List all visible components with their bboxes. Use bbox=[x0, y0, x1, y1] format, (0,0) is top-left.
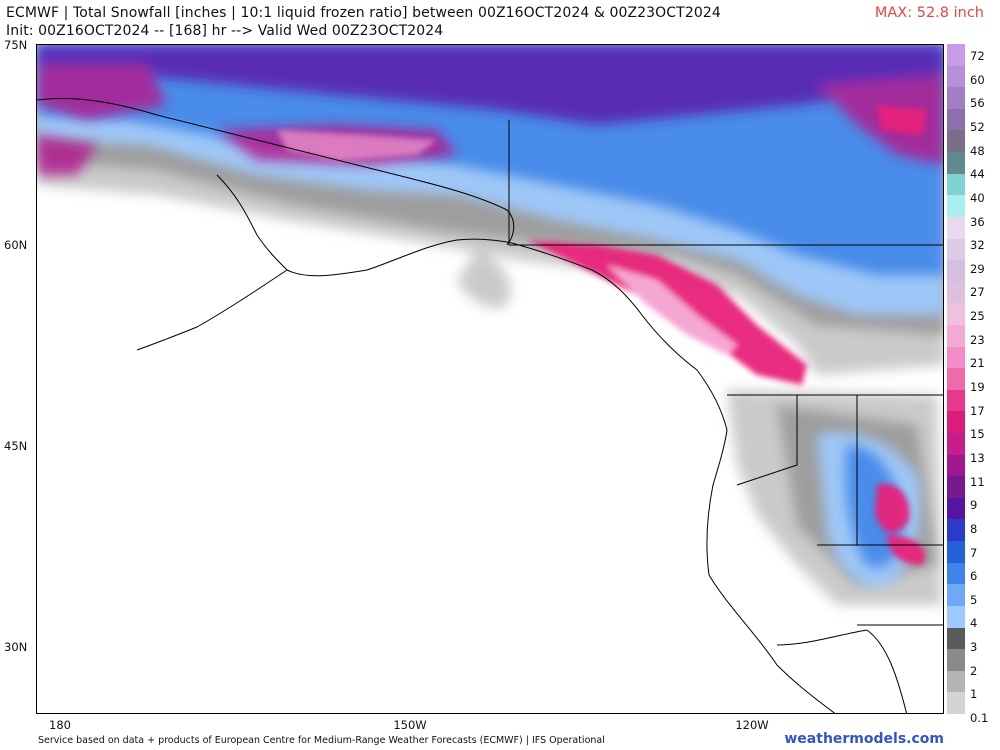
colorbar-segment bbox=[947, 216, 965, 239]
colorbar-tick-label: 5 bbox=[970, 592, 978, 607]
colorbar-segment bbox=[947, 87, 965, 110]
colorbar-segment bbox=[947, 130, 965, 153]
colorbar-tick-label: 56 bbox=[970, 96, 985, 111]
colorbar-segment bbox=[947, 562, 965, 585]
colorbar-tick-label: 44 bbox=[970, 167, 985, 182]
colorbar-segment bbox=[947, 627, 965, 650]
lon-label-180: 180 bbox=[49, 718, 71, 732]
colorbar-tick-label: 15 bbox=[970, 427, 985, 442]
colorbar-tick-label: 17 bbox=[970, 403, 985, 418]
colorbar-tick-label: 25 bbox=[970, 309, 985, 324]
colorbar-segment bbox=[947, 389, 965, 412]
colorbar-tick-label: 8 bbox=[970, 521, 978, 536]
colorbar-segment bbox=[947, 692, 965, 715]
colorbar-segment bbox=[947, 173, 965, 196]
colorbar-tick-label: 13 bbox=[970, 450, 985, 465]
colorbar-tick-label: 11 bbox=[970, 474, 985, 489]
snowfall-map-svg bbox=[37, 45, 943, 713]
colorbar-tick-label: 19 bbox=[970, 380, 985, 394]
colorbar-segment bbox=[947, 65, 965, 88]
colorbar-segment bbox=[947, 433, 965, 456]
lon-label-120w: 120W bbox=[735, 718, 769, 732]
lat-label-60n: 60N bbox=[4, 238, 28, 252]
colorbar-segment bbox=[947, 541, 965, 564]
colorbar-tick-label: 36 bbox=[970, 214, 985, 229]
colorbar-segment bbox=[947, 454, 965, 477]
colorbar-tick-label: 40 bbox=[970, 190, 985, 205]
colorbar-tick-label: 3 bbox=[970, 640, 978, 655]
map-subtitle: Init: 00Z16OCT2024 -- [168] hr --> Valid… bbox=[6, 23, 444, 39]
colorbar-tick-label: 52 bbox=[970, 119, 985, 134]
colorbar-tick-label: 27 bbox=[970, 285, 985, 300]
map-title: ECMWF | Total Snowfall [inches | 10:1 li… bbox=[6, 5, 721, 21]
lat-label-75n: 75N bbox=[4, 38, 28, 52]
colorbar-segment bbox=[947, 519, 965, 542]
snowfall-map bbox=[36, 44, 944, 714]
colorbar-segment bbox=[947, 281, 965, 304]
colorbar-tick-label: 4 bbox=[970, 616, 978, 631]
colorbar-tick-label: 72 bbox=[970, 49, 985, 63]
colorbar-tick-label: 48 bbox=[970, 143, 985, 158]
snow-band-extreme bbox=[277, 105, 927, 565]
coastlines bbox=[37, 98, 943, 713]
colorbar-segment bbox=[947, 303, 965, 326]
snowfall-colorbar bbox=[947, 44, 965, 715]
colorbar-segment bbox=[947, 324, 965, 348]
colorbar-segment bbox=[947, 411, 965, 434]
colorbar-tick-label: 32 bbox=[970, 238, 985, 253]
colorbar-segment bbox=[947, 346, 965, 369]
colorbar-segment bbox=[947, 368, 965, 391]
colorbar-tick-label: 0.1 bbox=[970, 711, 989, 725]
colorbar-tick-label: 6 bbox=[970, 569, 978, 584]
colorbar-tick-label: 23 bbox=[970, 332, 985, 347]
colorbar-segment bbox=[947, 649, 965, 672]
colorbar-segment bbox=[947, 238, 965, 261]
colorbar-tick-label: 2 bbox=[970, 663, 978, 678]
colorbar-segment bbox=[947, 476, 965, 499]
colorbar-tick-label: 9 bbox=[970, 498, 978, 513]
colorbar-segment bbox=[947, 260, 965, 283]
max-value-label: MAX: 52.8 inch bbox=[874, 5, 984, 21]
footer-source: Service based on data + products of Euro… bbox=[38, 735, 605, 746]
lat-label-45n: 45N bbox=[4, 439, 28, 453]
colorbar-segment bbox=[947, 584, 965, 607]
brand-link[interactable]: weathermodels.com bbox=[784, 731, 944, 747]
colorbar-segment bbox=[947, 605, 965, 629]
lat-label-30n: 30N bbox=[4, 640, 28, 654]
colorbar-segment bbox=[947, 195, 965, 218]
colorbar-tick-label: 1 bbox=[970, 687, 978, 702]
lon-label-150w: 150W bbox=[393, 718, 427, 732]
colorbar-segment bbox=[947, 497, 965, 520]
colorbar-tick-label: 7 bbox=[970, 545, 978, 560]
colorbar-segment bbox=[947, 152, 965, 175]
snow-band-very-heavy bbox=[37, 45, 943, 175]
colorbar-segment bbox=[947, 44, 965, 67]
colorbar-tick-label: 29 bbox=[970, 261, 985, 276]
colorbar-tick-label: 60 bbox=[970, 72, 985, 87]
colorbar-tick-label: 21 bbox=[970, 356, 985, 371]
colorbar-segment bbox=[947, 670, 965, 693]
colorbar-segment bbox=[947, 108, 965, 131]
